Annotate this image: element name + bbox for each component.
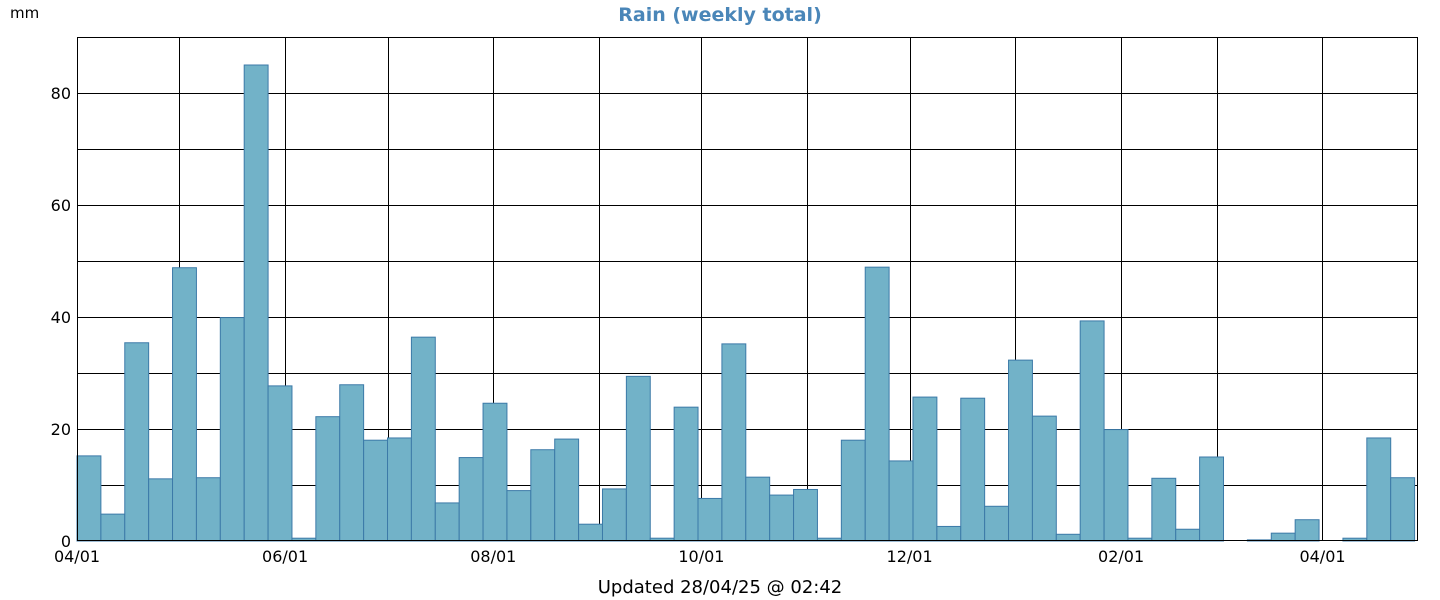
bar xyxy=(482,402,508,542)
bar xyxy=(243,64,269,542)
bar xyxy=(1055,533,1081,542)
bar xyxy=(1008,359,1033,542)
updated-timestamp: Updated 28/04/25 @ 02:42 xyxy=(598,577,843,598)
y-tick-label: 20 xyxy=(51,420,71,439)
x-axis-ticks: 04/01 06/01 08/01 10/01 12/01 02/01 04/01 xyxy=(54,547,1346,566)
bar xyxy=(1103,429,1129,542)
y-tick-label: 80 xyxy=(51,84,71,103)
bar xyxy=(888,460,914,542)
bar xyxy=(1151,477,1177,542)
x-tick-label: 10/01 xyxy=(678,547,724,566)
x-tick-label: 12/01 xyxy=(887,547,933,566)
bar xyxy=(410,336,436,542)
bar xyxy=(984,505,1010,542)
bar xyxy=(195,477,221,542)
y-tick-label: 0 xyxy=(61,532,71,551)
bar xyxy=(1294,519,1320,542)
bar xyxy=(219,317,245,542)
bar xyxy=(1199,456,1225,542)
bar xyxy=(363,439,389,542)
y-tick-label: 40 xyxy=(51,308,71,327)
bar xyxy=(339,384,365,542)
bar xyxy=(530,449,556,542)
bar xyxy=(864,266,890,542)
bar xyxy=(458,457,484,542)
bar xyxy=(506,490,532,542)
bar xyxy=(1079,320,1105,542)
bar xyxy=(601,488,627,542)
bar xyxy=(554,438,580,542)
bar xyxy=(625,375,651,542)
bar xyxy=(960,397,986,542)
bar xyxy=(1366,437,1392,542)
x-tick-label: 04/01 xyxy=(1299,547,1345,566)
bar xyxy=(745,476,771,542)
x-tick-label: 04/01 xyxy=(54,547,100,566)
x-tick-label: 08/01 xyxy=(470,547,516,566)
y-tick-label: 60 xyxy=(51,196,71,215)
plot-frame xyxy=(77,37,1418,541)
bar xyxy=(148,478,174,542)
bar xyxy=(172,267,197,542)
bar xyxy=(1175,528,1201,542)
bar xyxy=(1031,415,1057,542)
bar xyxy=(578,523,603,542)
bar xyxy=(124,342,150,542)
bar xyxy=(673,406,699,542)
bar xyxy=(1270,532,1296,542)
x-tick-label: 02/01 xyxy=(1098,547,1144,566)
bar xyxy=(912,396,938,542)
bar xyxy=(387,437,412,542)
bar xyxy=(434,502,460,542)
bar xyxy=(697,497,723,542)
bar xyxy=(76,455,102,542)
plot-border xyxy=(77,37,1418,541)
y-axis-unit-label: mm xyxy=(10,4,39,22)
x-tick-label: 06/01 xyxy=(262,547,308,566)
bar xyxy=(769,494,795,542)
bar xyxy=(267,385,293,542)
bars xyxy=(76,64,1416,542)
bar xyxy=(100,513,126,542)
bar xyxy=(1390,477,1416,542)
bar xyxy=(936,525,962,542)
chart-title: Rain (weekly total) xyxy=(618,4,822,26)
bar xyxy=(840,439,866,542)
y-axis-ticks: 0 20 40 60 80 xyxy=(51,84,71,551)
bar xyxy=(793,488,818,542)
bar xyxy=(721,343,747,542)
grid-lines xyxy=(77,37,1418,541)
bar xyxy=(315,416,341,542)
